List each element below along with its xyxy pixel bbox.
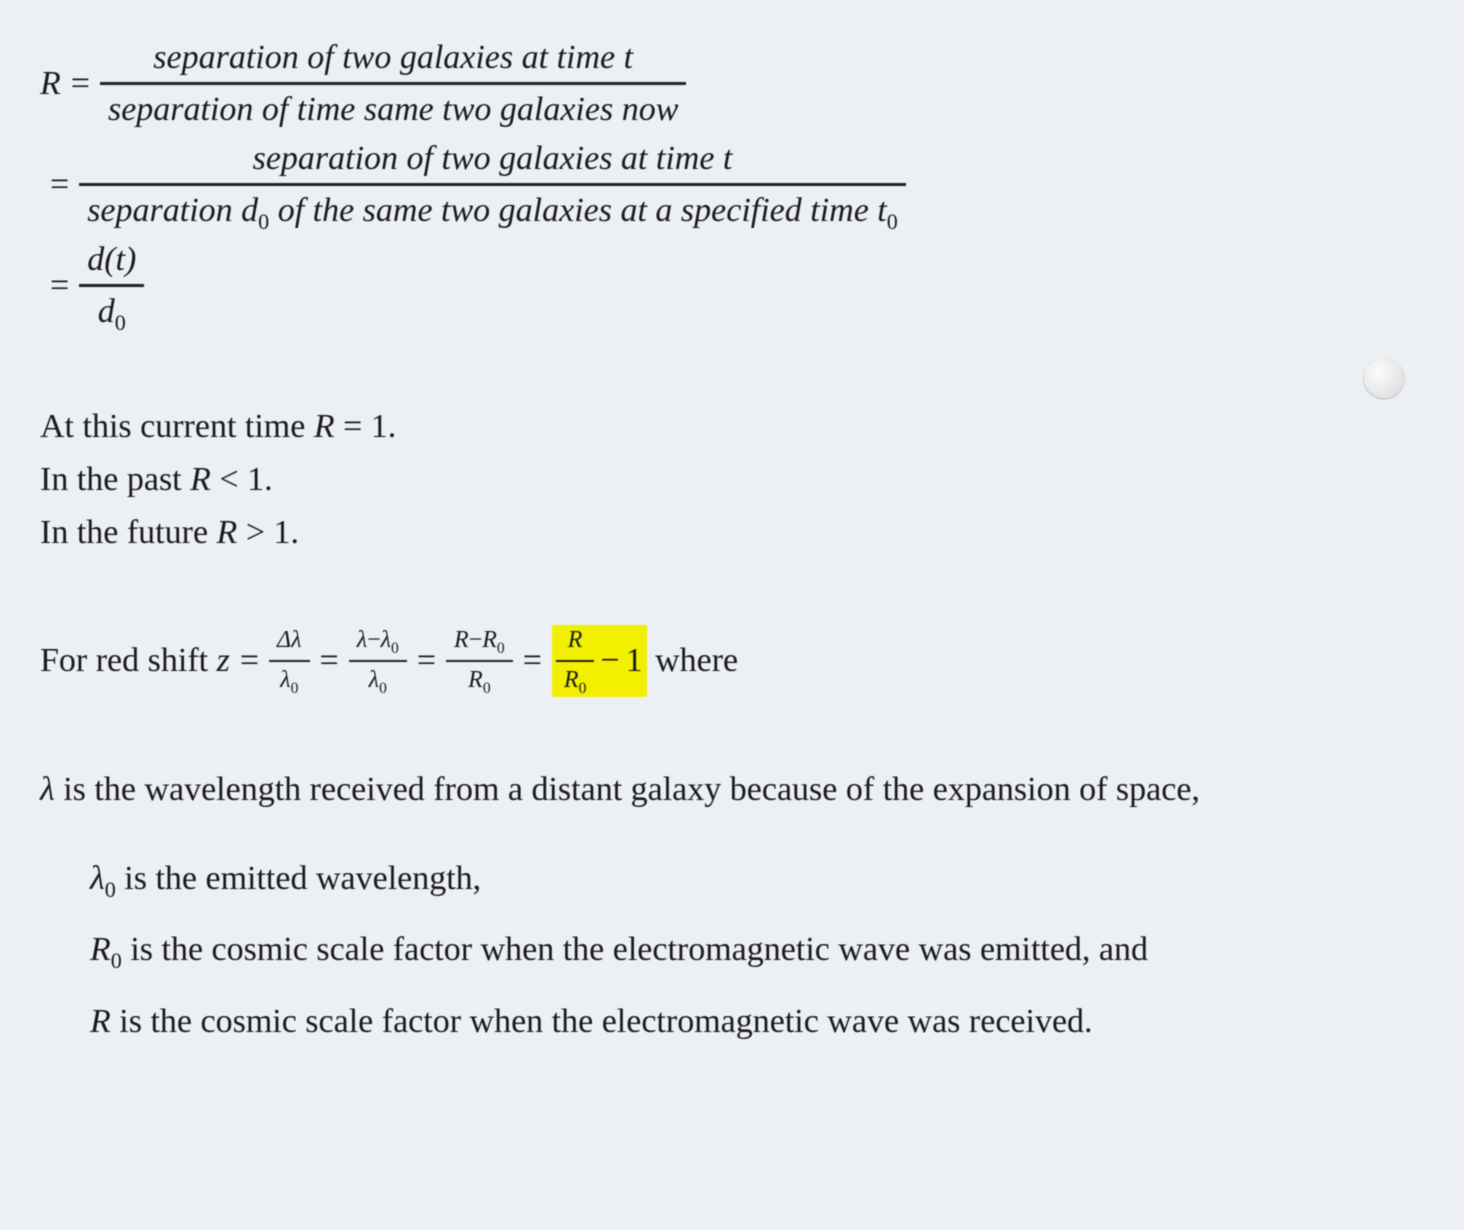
sub-0: 0 (105, 877, 116, 902)
fraction-bar (100, 82, 686, 85)
sym-R: R (90, 1003, 111, 1040)
fraction-1: separation of two galaxies at time t sep… (100, 36, 686, 131)
def-R: R is the cosmic scale factor when the el… (90, 997, 1420, 1046)
def-R-text: is the cosmic scale factor when the elec… (111, 1003, 1093, 1040)
redshift-frac-2: λ−λ0 λ0 (349, 625, 407, 696)
f2na: λ (357, 627, 367, 653)
equals: = (61, 65, 100, 103)
cursor-indicator-icon (1364, 358, 1404, 398)
f4dm: R (564, 667, 579, 693)
fraction-bar (79, 284, 144, 287)
f4-den: R0 (556, 665, 594, 697)
fraction-bar (79, 183, 906, 186)
f4-num: R (560, 625, 591, 657)
sym-R0: R0 (90, 931, 122, 968)
sub-0: 0 (258, 209, 269, 234)
equals: = (230, 642, 269, 680)
frac3-numerator: d(t) (79, 238, 144, 281)
minus: − (367, 627, 381, 653)
redshift-frac-4: R R0 (556, 625, 594, 696)
f2nb: λ (381, 627, 391, 653)
t1a: At this current time (40, 408, 314, 445)
fraction-bar (446, 660, 513, 662)
redshift-equation: For red shift z = Δλ λ0 = λ−λ0 λ0 = R−R0… (40, 625, 1420, 696)
f3na: R (454, 627, 469, 653)
t1b: R (314, 408, 335, 445)
frac3-den-main: d (98, 293, 115, 330)
frac2-den-mid: of the same two galaxies at a specified … (269, 192, 887, 229)
sub-0: 0 (115, 310, 126, 335)
frac3-denominator: d0 (90, 290, 134, 333)
equals: = (407, 642, 446, 680)
fraction-bar (269, 660, 309, 662)
document-body: R = separation of two galaxies at time t… (40, 30, 1420, 1068)
text-line-current: At this current time R = 1. (40, 402, 1420, 451)
f3dm: R (468, 667, 483, 693)
t3b: R (217, 514, 238, 551)
minus: − (469, 627, 483, 653)
def-lambda0-text: is the emitted wavelength, (116, 860, 481, 897)
sym-lambda0: λ0 (90, 860, 116, 897)
one: 1 (626, 642, 643, 680)
fraction-2: separation of two galaxies at time t sep… (79, 137, 906, 232)
equation-line-1: R = separation of two galaxies at time t… (40, 36, 1420, 131)
f2-den: λ0 (361, 665, 395, 697)
t2b: R (190, 461, 211, 498)
f1-num: Δλ (269, 625, 309, 657)
sub-0: 0 (379, 680, 387, 697)
sym-R0-main: R (90, 931, 111, 968)
f2dm: λ (369, 667, 379, 693)
frac2-numerator: separation of two galaxies at time t (245, 137, 741, 180)
sym-lambda: λ (40, 771, 55, 808)
t1c: = 1. (335, 408, 397, 445)
t3c: > 1. (237, 514, 299, 551)
frac2-denominator: separation d0 of the same two galaxies a… (79, 189, 906, 232)
fraction-3: d(t) d0 (79, 238, 144, 333)
redshift-suffix: where (647, 642, 739, 680)
equals: = (310, 642, 349, 680)
equals: = (40, 166, 79, 204)
redshift-frac-3: R−R0 R0 (446, 625, 513, 696)
sym-lambda0-main: λ (90, 860, 105, 897)
f2-num: λ−λ0 (349, 625, 407, 657)
f3-num: R−R0 (446, 625, 513, 657)
equation-line-3: = d(t) d0 (40, 238, 1420, 333)
text-line-past: In the past R < 1. (40, 455, 1420, 504)
var-R: R (40, 65, 61, 103)
def-R0: R0 is the cosmic scale factor when the e… (90, 925, 1420, 974)
equals: = (513, 642, 552, 680)
sub-0: 0 (483, 680, 491, 697)
sub-0: 0 (291, 680, 299, 697)
def-R0-text: is the cosmic scale factor when the elec… (122, 931, 1148, 968)
var-z: z (217, 642, 230, 680)
redshift-frac-1: Δλ λ0 (269, 625, 309, 696)
sub-0: 0 (111, 948, 122, 973)
equals: = (40, 267, 79, 305)
t2c: < 1. (211, 461, 273, 498)
f3nb: R (482, 627, 497, 653)
equation-line-2: = separation of two galaxies at time t s… (40, 137, 1420, 232)
frac1-numerator: separation of two galaxies at time t (145, 36, 641, 79)
t3a: In the future (40, 514, 217, 551)
sub-0: 0 (391, 640, 399, 657)
f3-den: R0 (460, 665, 498, 697)
def-lambda: λ is the wavelength received from a dist… (40, 765, 1420, 814)
definitions-block: λ0 is the emitted wavelength, R0 is the … (40, 854, 1420, 1046)
sub-0: 0 (579, 680, 587, 697)
def-lambda0: λ0 is the emitted wavelength, (90, 854, 1420, 903)
f1-den-main: λ (280, 667, 290, 693)
frac1-denominator: separation of time same two galaxies now (100, 88, 686, 131)
sub-0: 0 (497, 640, 505, 657)
redshift-prefix: For red shift (40, 642, 217, 680)
fraction-bar (556, 660, 594, 662)
minus: − (594, 642, 625, 680)
fraction-bar (349, 660, 407, 662)
def-lambda-text: is the wavelength received from a distan… (55, 771, 1200, 808)
t2a: In the past (40, 461, 190, 498)
sub-0: 0 (887, 209, 898, 234)
f1-den: λ0 (272, 665, 306, 697)
highlighted-term: R R0 − 1 (552, 625, 647, 696)
frac2-den-pre: separation d (87, 192, 258, 229)
text-line-future: In the future R > 1. (40, 508, 1420, 557)
